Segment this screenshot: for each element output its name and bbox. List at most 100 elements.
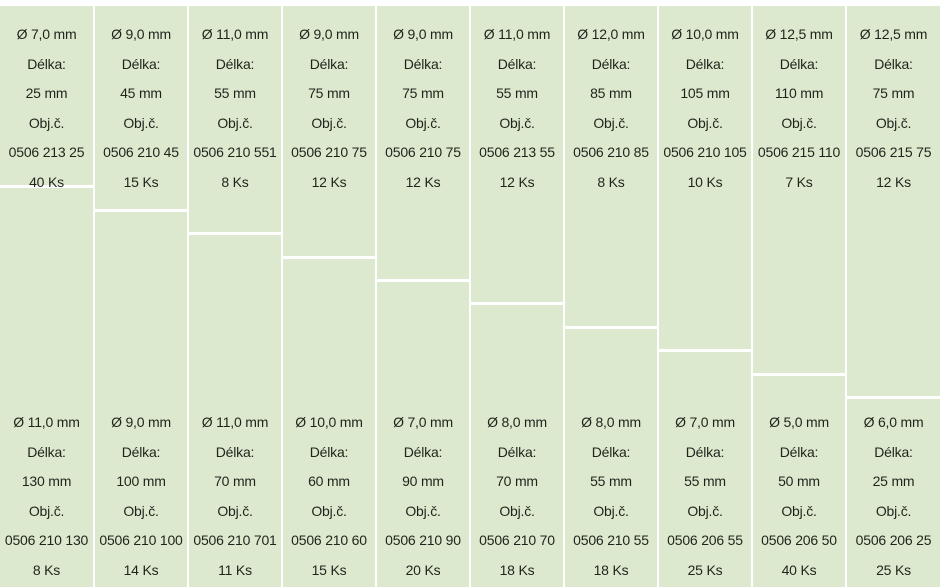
order-label: Obj.č. xyxy=(687,502,723,519)
column-7: Ø 12,0 mm Délka: 85 mm Obj.č. 0506 210 8… xyxy=(565,6,657,587)
length-label: Délka: xyxy=(215,55,255,72)
length-label: Délka: xyxy=(779,443,819,460)
length-value: 60 mm xyxy=(308,473,350,489)
length-value: 85 mm xyxy=(590,85,632,101)
bottom-label: Ø 8,0 mm Délka: 70 mm Obj.č. 0506 210 70… xyxy=(471,408,563,585)
bottom-label: Ø 10,0 mm Délka: 60 mm Obj.č. 0506 210 6… xyxy=(283,408,375,585)
quantity: 10 Ks xyxy=(687,173,723,190)
diameter-text: Ø 7,0 mm xyxy=(675,414,735,430)
order-number: 0506 210 90 xyxy=(385,532,461,548)
top-label: Ø 12,5 mm Délka: 75 mm Obj.č. 0506 215 7… xyxy=(847,20,940,197)
top-compartment: Ø 9,0 mm Délka: 45 mm Obj.č. 0506 210 45… xyxy=(95,6,187,209)
order-label: Obj.č. xyxy=(123,114,159,131)
order-label: Obj.č. xyxy=(593,114,629,131)
bottom-compartment: Ø 7,0 mm Délka: 55 mm Obj.č. 0506 206 55… xyxy=(659,352,751,587)
length-label: Délka: xyxy=(309,443,349,460)
order-number: 0506 210 75 xyxy=(291,144,367,160)
bottom-label: Ø 11,0 mm Délka: 130 mm Obj.č. 0506 210 … xyxy=(0,408,93,585)
order-label: Obj.č. xyxy=(311,502,347,519)
length-value: 110 mm xyxy=(774,85,824,101)
length-label: Délka: xyxy=(27,443,66,460)
length-value: 75 mm xyxy=(308,85,350,101)
column-2: Ø 9,0 mm Délka: 45 mm Obj.č. 0506 210 45… xyxy=(95,6,187,587)
diameter-text: Ø 9,0 mm xyxy=(111,26,171,42)
top-compartment: Ø 10,0 mm Délka: 105 mm Obj.č. 0506 210 … xyxy=(659,6,751,349)
length-value: 50 mm xyxy=(778,473,820,489)
order-number: 0506 206 50 xyxy=(761,532,837,548)
top-label: Ø 7,0 mm Délka: 25 mm Obj.č. 0506 213 25… xyxy=(0,20,93,197)
order-label: Obj.č. xyxy=(405,114,441,131)
length-label: Délka: xyxy=(121,55,161,72)
order-label: Obj.č. xyxy=(28,114,65,131)
order-number: 0506 206 55 xyxy=(667,532,743,548)
quantity: 8 Ks xyxy=(597,173,625,190)
quantity: 25 Ks xyxy=(876,561,911,578)
order-label: Obj.č. xyxy=(499,114,535,131)
top-compartment: Ø 12,5 mm Délka: 110 mm Obj.č. 0506 215 … xyxy=(753,6,845,373)
length-value: 55 mm xyxy=(214,85,256,101)
top-label: Ø 9,0 mm Délka: 75 mm Obj.č. 0506 210 75… xyxy=(377,20,469,197)
quantity: 15 Ks xyxy=(311,561,347,578)
length-value: 70 mm xyxy=(214,473,256,489)
quantity: 11 Ks xyxy=(218,561,252,578)
top-compartment: Ø 9,0 mm Délka: 75 mm Obj.č. 0506 210 75… xyxy=(377,6,469,279)
diameter-text: Ø 12,5 mm xyxy=(859,26,928,42)
diameter-text: Ø 11,0 mm xyxy=(201,26,269,42)
top-label: Ø 9,0 mm Délka: 75 mm Obj.č. 0506 210 75… xyxy=(283,20,375,197)
diameter-text: Ø 7,0 mm xyxy=(393,414,453,430)
bottom-compartment: Ø 11,0 mm Délka: 130 mm Obj.č. 0506 210 … xyxy=(0,188,93,587)
length-value: 45 mm xyxy=(120,85,162,101)
diameter-text: Ø 11,0 mm xyxy=(201,414,269,430)
order-label: Obj.č. xyxy=(499,502,535,519)
quantity: 18 Ks xyxy=(499,561,535,578)
bottom-label: Ø 9,0 mm Délka: 100 mm Obj.č. 0506 210 1… xyxy=(95,408,187,585)
order-label: Obj.č. xyxy=(217,502,253,519)
length-label: Délka: xyxy=(403,443,443,460)
top-compartment: Ø 11,0 mm Délka: 55 mm Obj.č. 0506 210 5… xyxy=(189,6,281,232)
column-10: Ø 12,5 mm Délka: 75 mm Obj.č. 0506 215 7… xyxy=(847,6,940,587)
quantity: 12 Ks xyxy=(499,173,535,190)
order-label: Obj.č. xyxy=(405,502,441,519)
length-label: Délka: xyxy=(497,55,537,72)
quantity: 8 Ks xyxy=(221,173,249,190)
bottom-label: Ø 7,0 mm Délka: 55 mm Obj.č. 0506 206 55… xyxy=(659,408,751,585)
order-number: 0506 210 85 xyxy=(573,144,649,160)
quantity: 40 Ks xyxy=(781,561,817,578)
length-value: 75 mm xyxy=(402,85,444,101)
length-label: Délka: xyxy=(591,55,631,72)
bottom-compartment: Ø 8,0 mm Délka: 70 mm Obj.č. 0506 210 70… xyxy=(471,305,563,587)
order-label: Obj.č. xyxy=(781,114,817,131)
length-label: Délka: xyxy=(874,443,913,460)
quantity: 18 Ks xyxy=(593,561,629,578)
top-compartment: Ø 12,5 mm Délka: 75 mm Obj.č. 0506 215 7… xyxy=(847,6,940,396)
bottom-label: Ø 11,0 mm Délka: 70 mm Obj.č. 0506 210 7… xyxy=(189,408,281,585)
diameter-text: Ø 11,0 mm xyxy=(483,26,551,42)
order-label: Obj.č. xyxy=(217,114,253,131)
length-value: 55 mm xyxy=(684,473,726,489)
order-number: 0506 213 25 xyxy=(8,144,85,160)
length-value: 90 mm xyxy=(402,473,444,489)
length-label: Délka: xyxy=(497,443,537,460)
length-label: Délka: xyxy=(591,443,631,460)
length-value: 25 mm xyxy=(25,85,68,101)
top-label: Ø 11,0 mm Délka: 55 mm Obj.č. 0506 213 5… xyxy=(471,20,563,197)
quantity: 15 Ks xyxy=(123,173,159,190)
top-compartment: Ø 7,0 mm Délka: 25 mm Obj.č. 0506 213 25… xyxy=(0,6,93,190)
diameter-text: Ø 8,0 mm xyxy=(581,414,641,430)
column-5: Ø 9,0 mm Délka: 75 mm Obj.č. 0506 210 75… xyxy=(377,6,469,587)
diameter-text: Ø 8,0 mm xyxy=(487,414,547,430)
diameter-text: Ø 12,0 mm xyxy=(577,26,645,42)
bottom-label: Ø 8,0 mm Délka: 55 mm Obj.č. 0506 210 55… xyxy=(565,408,657,585)
order-number: 0506 210 130 xyxy=(4,532,89,548)
column-8: Ø 10,0 mm Délka: 105 mm Obj.č. 0506 210 … xyxy=(659,6,751,587)
quantity: 7 Ks xyxy=(785,173,813,190)
length-value: 130 mm xyxy=(21,473,72,489)
quantity: 40 Ks xyxy=(29,173,64,190)
order-number: 0506 206 25 xyxy=(855,532,932,548)
order-number: 0506 210 45 xyxy=(103,144,179,160)
length-value: 55 mm xyxy=(496,85,538,101)
length-label: Délka: xyxy=(403,55,443,72)
top-compartment: Ø 12,0 mm Délka: 85 mm Obj.č. 0506 210 8… xyxy=(565,6,657,326)
quantity: 20 Ks xyxy=(405,561,441,578)
